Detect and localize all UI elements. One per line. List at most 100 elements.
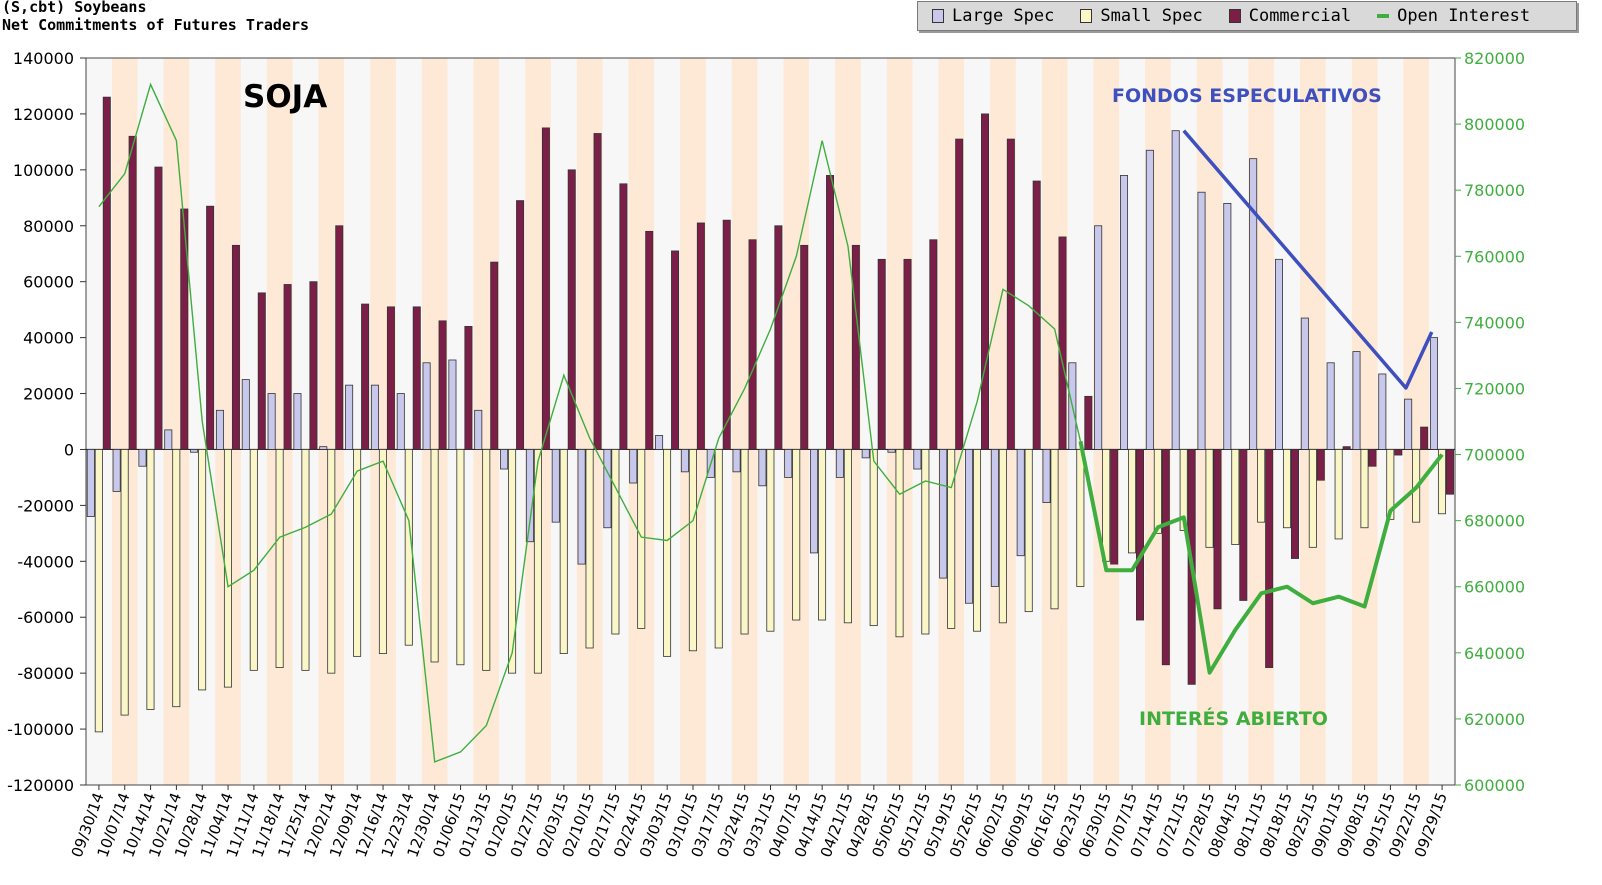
commercial-bar [1394, 449, 1403, 456]
chart-subtitle: Net Commitments of Futures Traders [2, 16, 310, 34]
small-spec-bar [120, 449, 129, 716]
y-right-tick-label: 700000 [1464, 446, 1525, 465]
small-spec-bar [559, 449, 568, 654]
y-left-tick-label: -20000 [17, 496, 74, 515]
commercial-bar [567, 169, 576, 450]
large-spec-bar [241, 379, 250, 450]
commercial-bar [1213, 449, 1222, 610]
small-spec-bar [1128, 449, 1137, 554]
small-spec-bar [198, 449, 207, 691]
small-spec-bar [895, 449, 904, 638]
annotation-soja: SOJA [243, 79, 327, 115]
small-spec-bar [456, 449, 465, 666]
small-spec-bar [973, 449, 982, 632]
commercial-bar [490, 261, 499, 450]
large-spec-bar [1274, 258, 1283, 450]
small-spec-bar [353, 449, 362, 657]
large-spec-bar [474, 409, 483, 450]
small-spec-bar [663, 449, 672, 657]
legend-swatch-large-spec [932, 9, 944, 23]
commercial-bar [1239, 449, 1248, 601]
small-spec-bar [1024, 449, 1033, 613]
commercial-bar [1342, 446, 1351, 450]
large-spec-bar [1171, 130, 1180, 450]
commercial-bar [257, 292, 266, 450]
small-spec-bar [1076, 449, 1085, 587]
large-spec-bar [835, 449, 844, 478]
y-left-tick-label: -100000 [7, 720, 74, 739]
commercial-bar [903, 258, 912, 450]
commercial-bar [386, 306, 395, 450]
small-spec-bar [533, 449, 542, 674]
large-spec-bar [422, 362, 431, 450]
large-spec-bar [1016, 449, 1025, 557]
small-spec-bar [818, 449, 827, 621]
legend-item-open-interest[interactable]: Open Interest [1377, 6, 1530, 26]
commercial-bar [593, 133, 602, 450]
large-spec-bar [758, 449, 767, 487]
open-interest-line-bold [1078, 440, 1444, 675]
commercial-bar [800, 244, 809, 450]
commercial-bar [361, 303, 370, 450]
y-left-tick-label: -40000 [17, 552, 74, 571]
commercial-bar [1368, 449, 1377, 467]
large-spec-bar [1094, 225, 1103, 450]
commercial-bar [1445, 449, 1454, 495]
y-left-tick-label: -60000 [17, 608, 74, 627]
commercial-bar [1290, 449, 1299, 559]
small-spec-bar [172, 449, 181, 708]
large-spec-bar [396, 393, 405, 450]
y-left-tick-label: 80000 [23, 217, 74, 236]
large-spec-bar [1378, 373, 1387, 450]
small-spec-bar [1153, 449, 1162, 534]
commercial-bar [748, 239, 757, 450]
y-right-tick-label: 820000 [1464, 49, 1525, 68]
commercial-bar [1265, 449, 1274, 668]
large-spec-bar [112, 449, 121, 492]
large-spec-bar [1326, 362, 1335, 450]
small-spec-bar [1282, 449, 1291, 529]
large-spec-bar [138, 449, 147, 467]
large-spec-bar [448, 359, 457, 450]
large-spec-bar [370, 384, 379, 450]
commercial-bar [1420, 426, 1429, 450]
legend-item-commercial[interactable]: Commercial [1228, 6, 1351, 26]
large-spec-bar [1120, 175, 1129, 450]
large-spec-bar [293, 393, 302, 450]
commercial-bar [1110, 449, 1119, 565]
commercial-bar [1136, 449, 1145, 621]
small-spec-bar [1308, 449, 1317, 548]
commercial-bar [722, 219, 731, 450]
y-right-tick-label: 740000 [1464, 313, 1525, 332]
commercial-bar [774, 225, 783, 450]
y-right-tick-label: 800000 [1464, 115, 1525, 134]
small-spec-bar [869, 449, 878, 627]
commercial-bar [929, 239, 938, 450]
large-spec-bar [629, 449, 638, 484]
small-spec-bar [947, 449, 956, 629]
large-spec-bar [190, 449, 199, 453]
y-left-tick-label: 60000 [23, 273, 74, 292]
legend-item-small-spec[interactable]: Small Spec [1080, 6, 1203, 26]
legend-item-large-spec[interactable]: Large Spec [932, 6, 1054, 26]
y-right-tick-label: 780000 [1464, 181, 1525, 200]
large-spec-bar [1249, 158, 1258, 450]
large-spec-bar [913, 449, 922, 470]
small-spec-bar [223, 449, 232, 688]
large-spec-bar [784, 449, 793, 478]
small-spec-bar [1334, 449, 1343, 540]
small-spec-bar [740, 449, 749, 635]
large-spec-bar [267, 393, 276, 450]
large-spec-bar [319, 446, 328, 450]
y-right-tick-label: 760000 [1464, 247, 1525, 266]
legend-swatch-open-interest [1377, 14, 1390, 18]
y-left-tick-label: -120000 [7, 776, 74, 795]
small-spec-bar [766, 449, 775, 632]
annotation-funds: FONDOS ESPECULATIVOS [1112, 85, 1382, 107]
commercial-bar [154, 166, 163, 450]
small-spec-bar [637, 449, 646, 629]
large-spec-bar [164, 429, 173, 450]
y-left-tick-label: 40000 [23, 329, 74, 348]
small-spec-bar [611, 449, 620, 635]
